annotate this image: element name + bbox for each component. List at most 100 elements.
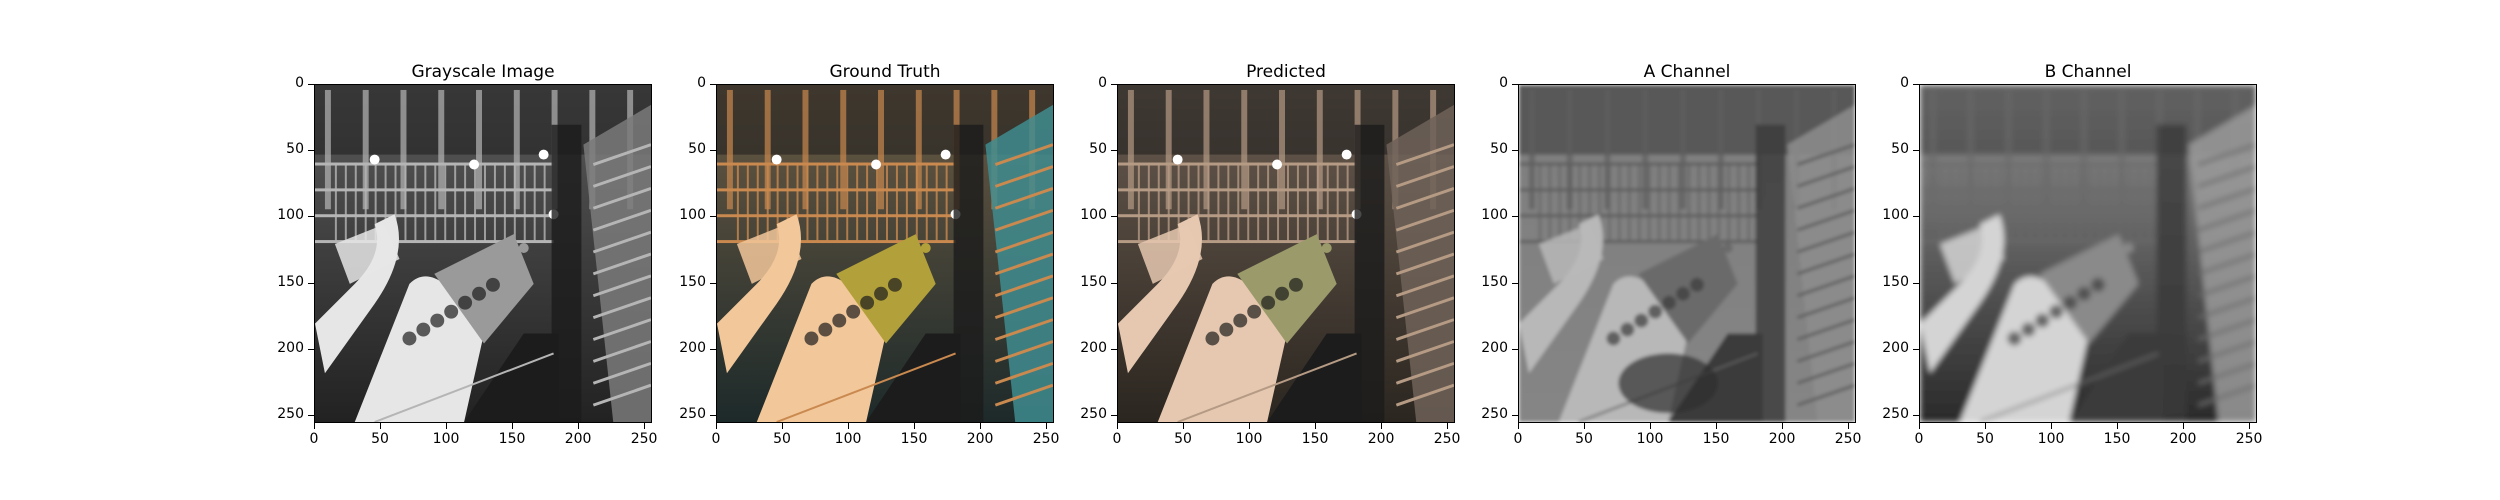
x-tick-line [1046, 423, 1048, 429]
y-tick-line [1111, 282, 1117, 284]
y-tick-line [1913, 348, 1919, 350]
x-tick-label: 0 [1914, 431, 1924, 447]
y-tick-label: 100 [1481, 207, 1508, 224]
x-tick-line [1782, 423, 1784, 429]
x-tick-label: 50 [1174, 431, 1192, 447]
x-tick-label: 100 [432, 431, 460, 447]
x-tick-label: 200 [564, 431, 592, 447]
y-tick-label: 150 [277, 273, 304, 290]
x-tick-label: 50 [1976, 431, 1994, 447]
engine-room-image [717, 85, 1053, 422]
x-tick-label: 250 [630, 431, 658, 447]
y-tick-label: 100 [277, 207, 304, 224]
panel-title: Grayscale Image [411, 62, 555, 82]
y-tick-label: 250 [1080, 406, 1107, 423]
y-tick-label: 150 [1481, 273, 1508, 290]
y-tick-line [710, 84, 716, 85]
y-tick-line [710, 216, 716, 218]
x-tick-label: 100 [1235, 431, 1263, 447]
x-tick-line [782, 423, 784, 429]
y-tick-label: 50 [1891, 141, 1909, 158]
panel-title: Ground Truth [829, 62, 941, 82]
x-tick-label: 150 [1702, 431, 1730, 447]
x-tick-line [980, 423, 982, 429]
x-tick-label: 50 [1575, 431, 1593, 447]
y-tick-label: 100 [1080, 207, 1107, 224]
x-tick-label: 200 [1367, 431, 1395, 447]
y-tick-line [710, 348, 716, 350]
x-tick-label: 250 [2235, 431, 2263, 447]
x-tick-line [1249, 423, 1251, 429]
y-tick-line [1512, 348, 1518, 350]
y-tick-line [1512, 150, 1518, 152]
x-tick-line [716, 423, 717, 429]
image-plot [1518, 84, 1856, 423]
y-tick-label: 50 [1089, 141, 1107, 158]
x-tick-line [2051, 423, 2053, 429]
y-tick-line [1913, 84, 1919, 85]
x-tick-label: 100 [834, 431, 862, 447]
panel-title: A Channel [1643, 62, 1731, 82]
x-tick-line [914, 423, 916, 429]
y-tick-label: 200 [1481, 339, 1508, 356]
x-tick-label: 250 [1032, 431, 1060, 447]
x-tick-line [644, 423, 646, 429]
y-tick-label: 250 [679, 406, 706, 423]
engine-room-image [1118, 85, 1454, 422]
image-plot [716, 84, 1054, 423]
y-tick-line [308, 282, 314, 284]
x-tick-label: 150 [498, 431, 526, 447]
y-tick-label: 250 [1481, 406, 1508, 423]
y-tick-line [1913, 150, 1919, 152]
y-tick-line [308, 84, 314, 85]
y-tick-line [1512, 415, 1518, 417]
x-tick-label: 100 [2037, 431, 2065, 447]
y-tick-line [1913, 216, 1919, 218]
panel-b-channel: B Channel 0 50 100 150 200 250 0 50 100 150 200 250 [1882, 62, 2262, 447]
panel-grayscale-image: Grayscale Image 0 50 100 150 200 250 0 50 100 150 2… [277, 62, 657, 447]
x-tick-line [1919, 423, 1920, 429]
x-tick-line [314, 423, 315, 429]
x-tick-label: 150 [1301, 431, 1329, 447]
y-tick-label: 150 [1080, 273, 1107, 290]
x-tick-label: 50 [773, 431, 791, 447]
x-tick-label: 0 [711, 431, 721, 447]
x-tick-label: 0 [1513, 431, 1523, 447]
y-tick-label: 100 [679, 207, 706, 224]
x-tick-line [848, 423, 850, 429]
x-tick-label: 200 [2169, 431, 2197, 447]
x-tick-label: 50 [371, 431, 389, 447]
x-tick-label: 150 [2103, 431, 2131, 447]
x-tick-line [1518, 423, 1519, 429]
y-tick-label: 50 [1490, 141, 1508, 158]
panel-a-channel: A Channel 0 50 100 150 200 250 0 50 100 150 200 250 [1481, 62, 1861, 447]
x-tick-line [2183, 423, 2185, 429]
y-tick-line [1111, 348, 1117, 350]
y-tick-label: 50 [286, 141, 304, 158]
x-tick-label: 0 [1112, 431, 1122, 447]
x-tick-label: 250 [1834, 431, 1862, 447]
y-tick-line [1913, 415, 1919, 417]
x-tick-line [380, 423, 382, 429]
x-tick-label: 0 [309, 431, 319, 447]
y-tick-label: 150 [679, 273, 706, 290]
x-tick-line [1447, 423, 1449, 429]
y-tick-label: 100 [1882, 207, 1909, 224]
x-tick-line [2117, 423, 2119, 429]
engine-room-image [315, 85, 651, 422]
image-plot [1117, 84, 1455, 423]
y-tick-line [710, 150, 716, 152]
y-tick-line [1111, 216, 1117, 218]
y-tick-label: 200 [1882, 339, 1909, 356]
x-tick-line [2249, 423, 2251, 429]
y-tick-line [710, 415, 716, 417]
engine-room-image [1920, 85, 2256, 422]
y-tick-line [1512, 84, 1518, 85]
y-tick-label: 250 [277, 406, 304, 423]
x-tick-label: 100 [1636, 431, 1664, 447]
y-tick-label: 0 [1098, 75, 1107, 91]
panel-title: Predicted [1246, 62, 1326, 82]
image-plot [1919, 84, 2257, 423]
panel-ground-truth: Ground Truth 0 50 100 150 200 250 0 50 100 150 200 2… [679, 62, 1059, 447]
x-tick-line [1315, 423, 1317, 429]
